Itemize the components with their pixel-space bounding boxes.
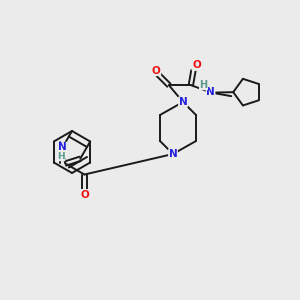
Text: O: O (152, 65, 161, 76)
Text: O: O (192, 60, 201, 70)
Text: O: O (80, 190, 89, 200)
Text: N: N (206, 87, 215, 97)
Text: N: N (169, 149, 177, 159)
Text: H: H (200, 80, 208, 90)
Text: H: H (57, 152, 65, 161)
Text: N: N (58, 142, 66, 152)
Text: N: N (178, 97, 188, 107)
